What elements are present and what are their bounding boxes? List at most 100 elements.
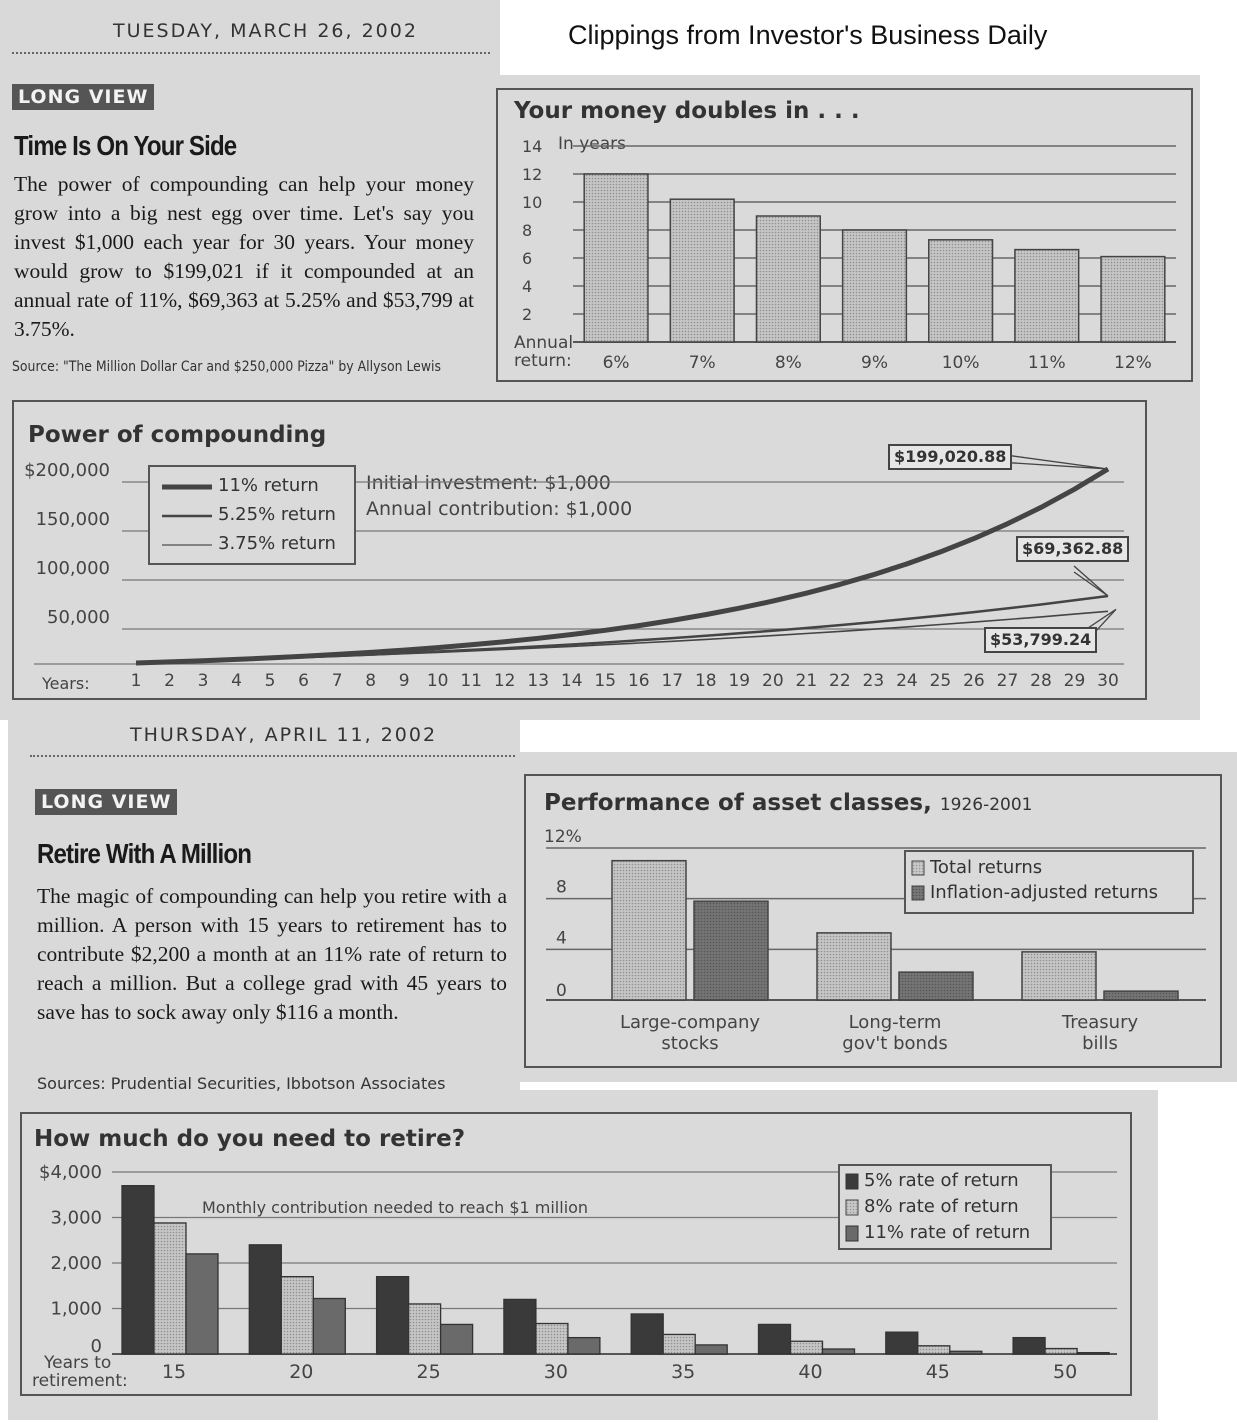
retire-bar-11pct (949, 1350, 983, 1355)
retire-chart-title: How much do you need to retire? (34, 1126, 466, 1152)
annotation-annual: Annual contribution: $1,000 (366, 498, 633, 520)
doubles-ytick: 6 (522, 249, 532, 268)
retire-legend-swatches (845, 1173, 859, 1242)
compounding-xtick: 14 (561, 671, 583, 691)
retire-bar-11pct (185, 1253, 219, 1355)
retire-bar-11pct (567, 1336, 601, 1355)
compounding-xtick: 30 (1097, 671, 1119, 691)
dateline-clip-2: THURSDAY, APRIL 11, 2002 (130, 724, 438, 746)
doubles-bar (928, 239, 994, 343)
compounding-xtick: 21 (796, 671, 818, 691)
doubles-bar (841, 229, 908, 343)
retire-ytick: $4,000 (39, 1162, 102, 1183)
body-clip-2: The magic of compounding can help you re… (37, 884, 507, 1024)
compounding-xtick: 18 (695, 671, 717, 691)
retire-xtick: 20 (289, 1361, 313, 1383)
dateline-clip-1: TUESDAY, MARCH 26, 2002 (113, 20, 418, 42)
doubles-chart: Your money doubles in . . . In years Ann… (496, 88, 1193, 382)
assets-ytick: 12% (544, 827, 582, 847)
retire-bar-11pct (312, 1297, 346, 1355)
retire-legend-swatch-8pct (845, 1199, 859, 1216)
clipping-2-background (8, 720, 520, 1120)
assets-bar-total (1021, 951, 1097, 1001)
headline-clip-1: Time Is On Your Side (14, 130, 237, 161)
long-view-badge: LONG VIEW (12, 84, 155, 110)
callout-pointer-525pct (1073, 565, 1109, 597)
assets-bar-total (611, 859, 687, 1001)
body-clip-1: The power of compounding can help your m… (14, 172, 474, 341)
retire-bar-5pct (885, 1331, 919, 1355)
retire-bar-8pct (1044, 1347, 1078, 1355)
retire-chart: How much do you need to retire? Monthly … (20, 1112, 1132, 1396)
compounding-xtick: 4 (231, 671, 242, 691)
retire-legend-5pct: 5% rate of return (864, 1170, 1019, 1191)
retire-xtick: 25 (417, 1361, 441, 1383)
doubles-bar (583, 173, 649, 343)
compounding-xlabel: Years: (42, 674, 90, 693)
doubles-ytick: 12 (522, 165, 542, 184)
legend-525pct: 5.25% return (218, 504, 336, 525)
retire-bar-5pct (1012, 1336, 1046, 1355)
doubles-xtick: 12% (1114, 353, 1152, 373)
legend-375pct: 3.75% return (218, 533, 336, 554)
callout-11pct: $199,020.88 (888, 444, 1013, 470)
retire-xtick: 30 (544, 1361, 568, 1383)
doubles-bar (1014, 248, 1080, 343)
retire-ytick: 1,000 (50, 1299, 102, 1320)
retire-bar-11pct (821, 1348, 856, 1355)
source-clip-1: Source: "The Million Dollar Car and $250… (12, 359, 442, 375)
assets-legend-total: Total returns (930, 857, 1043, 878)
callout-pointer-11pct (997, 453, 1109, 470)
retire-bar-8pct (280, 1275, 314, 1355)
doubles-bar (1100, 255, 1166, 343)
compounding-xtick: 28 (1030, 671, 1052, 691)
compounding-xtick: 8 (365, 671, 376, 691)
retire-xtick: 35 (671, 1361, 695, 1383)
assets-legend-inflation: Inflation-adjusted returns (930, 882, 1158, 903)
compounding-xtick: 20 (762, 671, 784, 691)
retire-legend-8pct: 8% rate of return (864, 1196, 1019, 1217)
source-clip-2: Sources: Prudential Securities, Ibbotson… (37, 1074, 446, 1093)
compounding-xtick: 13 (527, 671, 549, 691)
doubles-ytick: 10 (522, 193, 542, 212)
retire-ytick: 3,000 (50, 1208, 102, 1229)
compounding-xtick: 19 (728, 671, 750, 691)
assets-xtick: Treasury (1061, 1012, 1139, 1033)
compounding-xtick: 15 (594, 671, 616, 691)
compounding-xtick: 12 (494, 671, 516, 691)
retire-xlabel-line-1: Years to (44, 1353, 112, 1373)
doubles-xtick: 9% (861, 353, 888, 373)
compounding-xtick: 7 (332, 671, 343, 691)
assets-xtick: Large-company (620, 1012, 760, 1033)
site-title: Clippings from Investor's Business Daily (568, 20, 1048, 50)
assets-title-text: Performance of asset classes, (544, 790, 932, 816)
assets-ytick: 0 (556, 981, 567, 1001)
compounding-ytick: 100,000 (36, 558, 110, 579)
callout-375pct: $53,799.24 (984, 627, 1098, 653)
retire-annotation: Monthly contribution needed to reach $1 … (202, 1198, 589, 1217)
compounding-xtick: 11 (460, 671, 482, 691)
compounding-xtick: 25 (930, 671, 952, 691)
retire-bar-11pct (694, 1344, 728, 1355)
doubles-bar (669, 198, 735, 343)
retire-legend-swatch-5pct (845, 1173, 859, 1190)
retire-bar-11pct (439, 1323, 474, 1355)
compounding-xtick: 29 (1064, 671, 1086, 691)
compounding-xtick: 9 (399, 671, 410, 691)
assets-chart-title: Performance of asset classes, 1926-2001 (544, 790, 1033, 816)
compounding-xtick: 24 (896, 671, 918, 691)
assets-legend-swatches (911, 860, 925, 901)
compounding-xtick: 6 (298, 671, 309, 691)
assets-chart: Performance of asset classes, 1926-2001 … (524, 774, 1222, 1068)
assets-bar-inflation (693, 900, 769, 1001)
assets-xtick: bills (1082, 1033, 1118, 1054)
compounding-xtick: 10 (427, 671, 449, 691)
doubles-xlabel-line-2: return: (514, 351, 572, 371)
retire-xtick: 45 (926, 1361, 950, 1383)
retire-bar-11pct (1076, 1351, 1110, 1355)
line-375pct (135, 610, 1109, 664)
doubles-ytick: 14 (522, 137, 542, 156)
retire-bar-5pct (503, 1298, 537, 1355)
